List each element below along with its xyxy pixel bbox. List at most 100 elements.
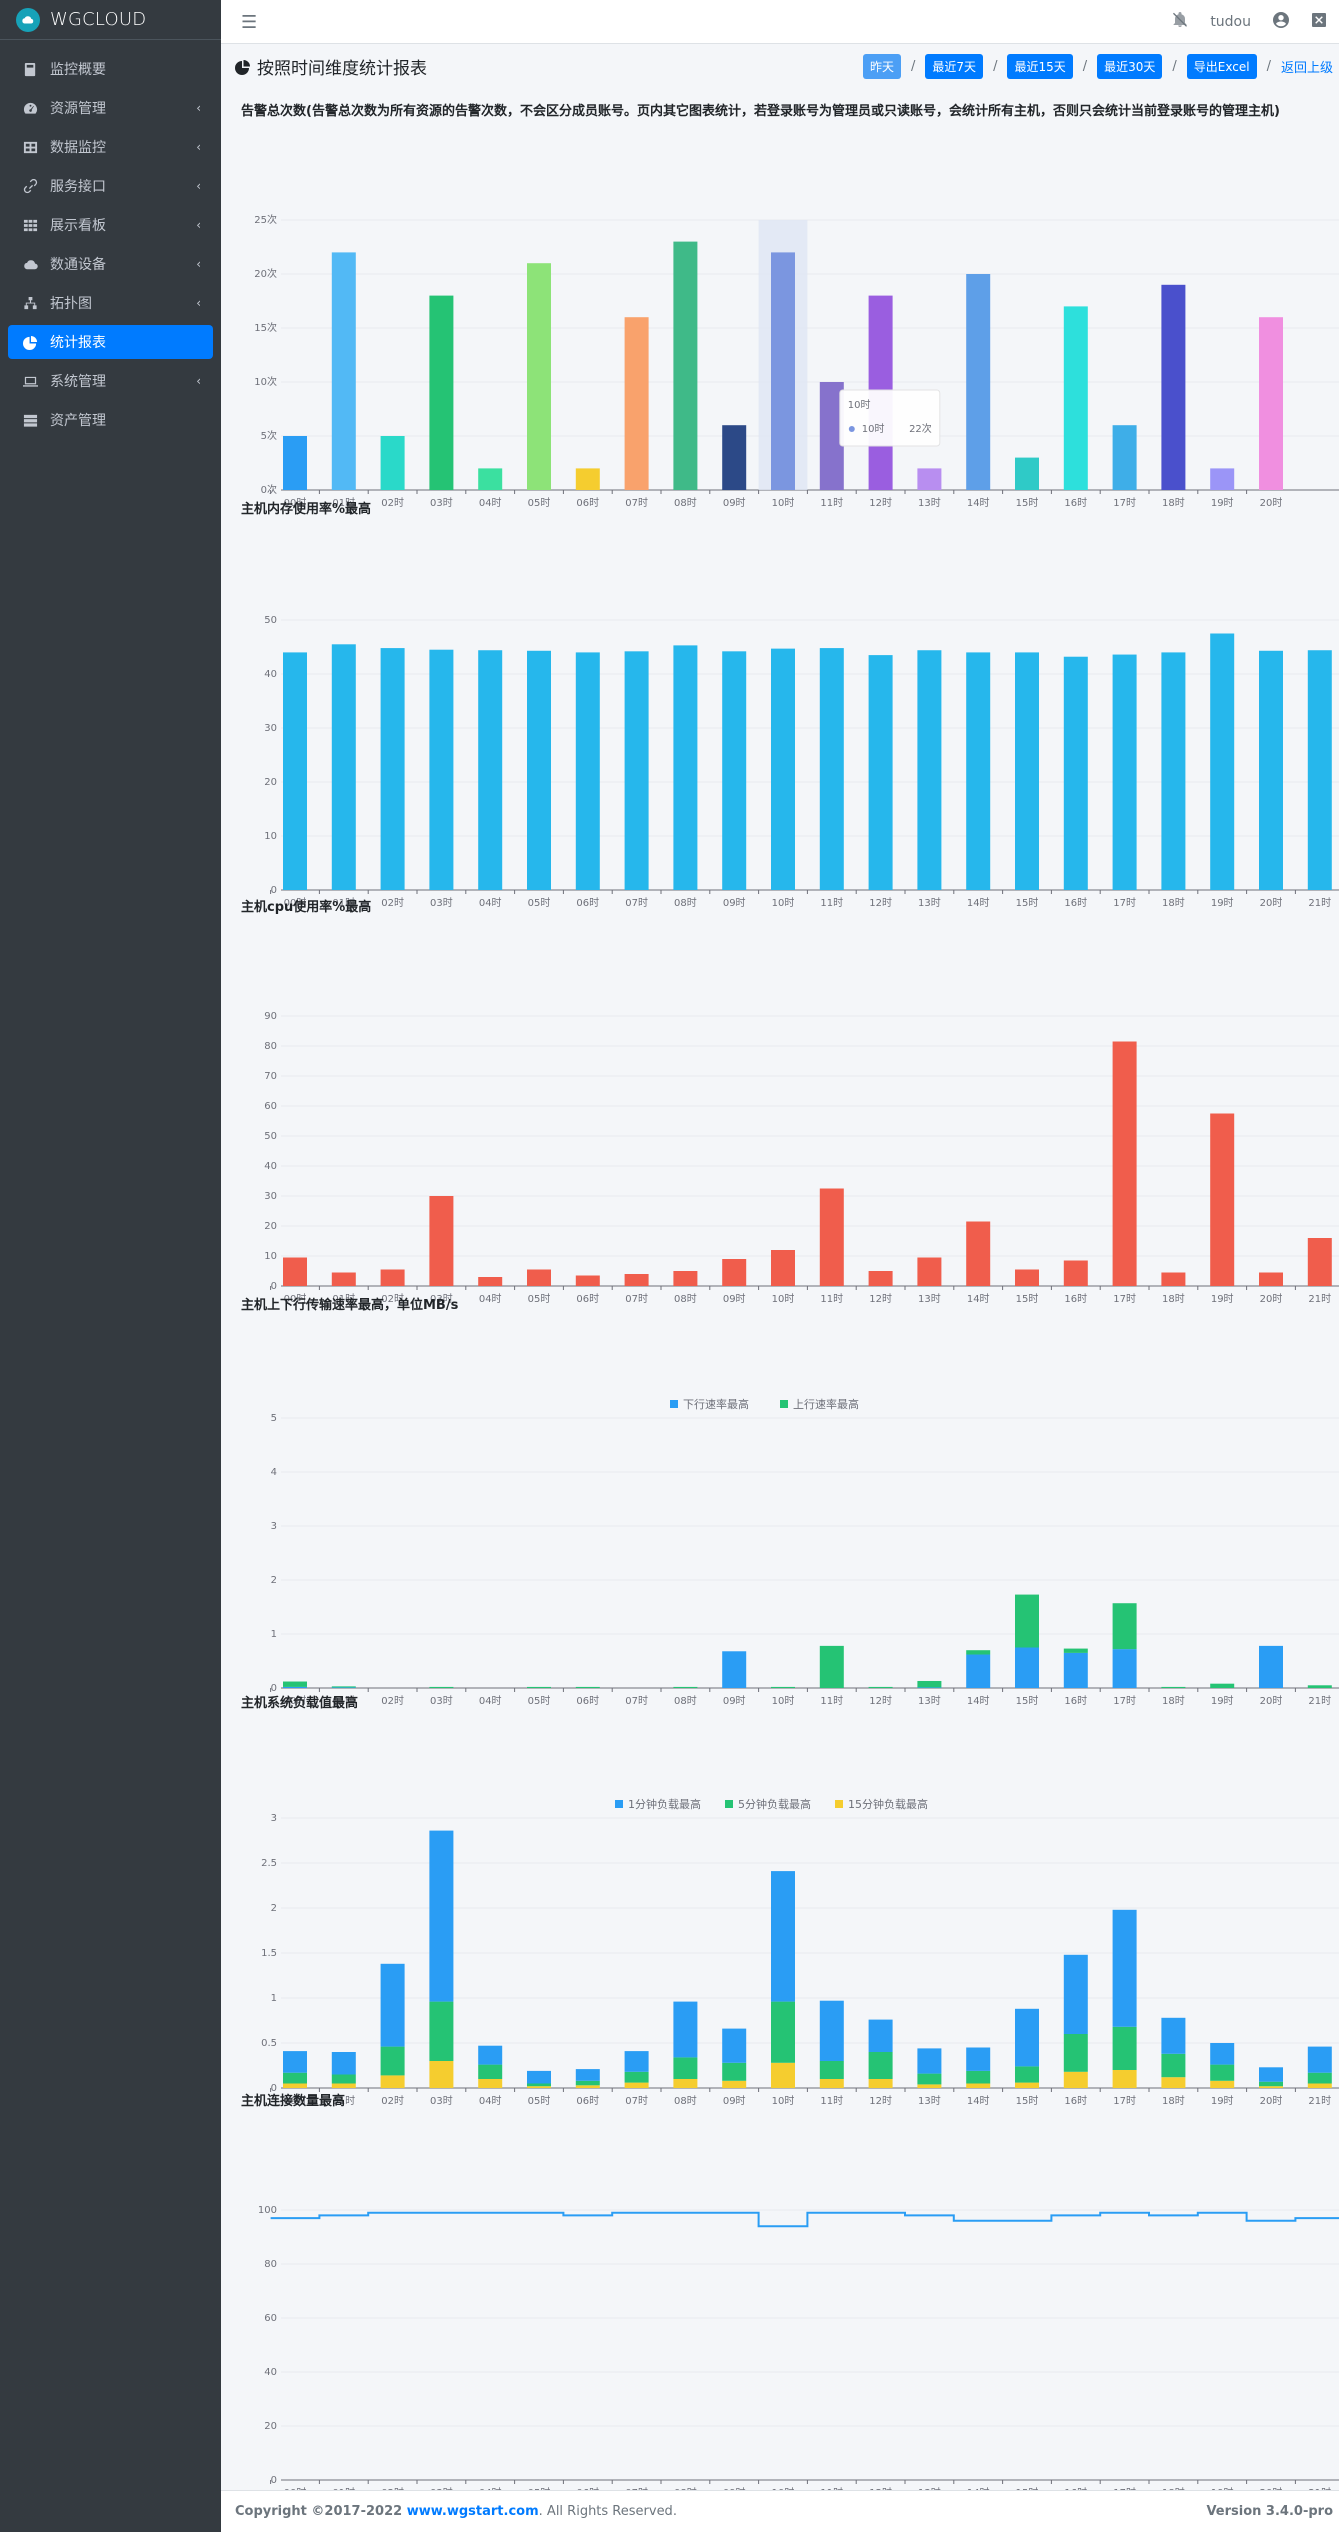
x-tick-label: 19时 [1211, 1293, 1234, 1305]
x-tick-label: 20时 [1260, 2095, 1283, 2107]
legend-swatch [780, 1400, 788, 1408]
sidebar-item-label: 服务接口 [50, 179, 106, 195]
y-tick-label: 50 [264, 615, 277, 626]
stacked-bar-segment [868, 2079, 893, 2088]
sidebar-item-label: 数通设备 [50, 257, 106, 273]
bar [673, 1271, 698, 1286]
x-tick-label: 19时 [1211, 1695, 1234, 1707]
y-tick-label: 40 [264, 669, 277, 680]
connections-chart: 02040608010000时01时02时03时04时05时06时07时08时0… [258, 2205, 1339, 2499]
x-tick-label: 16时 [1064, 897, 1087, 909]
y-tick-label: 4 [271, 1467, 277, 1478]
stacked-bar-segment [331, 1687, 356, 1688]
stacked-bar-segment [1063, 2034, 1088, 2072]
logout-icon[interactable] [1311, 12, 1327, 32]
bar [722, 1259, 747, 1286]
sidebar-item-service-api[interactable]: 服务接口 ‹ [8, 169, 213, 203]
x-tick-label: 21时 [1308, 1293, 1331, 1305]
x-tick-label: 21时 [1308, 1695, 1331, 1707]
y-tick-label: 20 [264, 1221, 277, 1232]
sidebar-item-overview[interactable]: 监控概要 [8, 52, 213, 86]
sidebar-item-assets[interactable]: 资产管理 [8, 403, 213, 437]
user-circle-icon[interactable] [1273, 12, 1289, 32]
stacked-bar-segment [283, 2083, 307, 2088]
sidebar-item-label: 资源管理 [50, 101, 106, 117]
site-link[interactable]: www.wgstart.com [406, 2504, 539, 2519]
bar [868, 1271, 893, 1286]
x-tick-label: 04时 [479, 897, 502, 909]
stacked-bar-segment [1063, 1954, 1088, 2034]
stacked-bar-segment [1161, 1686, 1186, 1688]
brand[interactable]: WGCLOUD [0, 0, 221, 40]
sidebar-item-topology[interactable]: 拓扑图 ‹ [8, 286, 213, 320]
pie-chart-icon [235, 59, 250, 75]
sidebar-item-data-monitor[interactable]: 数据监控 ‹ [8, 130, 213, 164]
last-15-days-button[interactable]: 最近15天 [1007, 54, 1073, 79]
cloud-icon [22, 256, 38, 272]
bar [966, 274, 991, 490]
x-tick-label: 17时 [1113, 2095, 1136, 2107]
x-tick-label: 21时 [1308, 2095, 1331, 2107]
menu-toggle-icon[interactable]: ☰ [241, 12, 258, 33]
y-tick-label: 0 [271, 2475, 277, 2486]
back-link[interactable]: 返回上级 [1280, 61, 1333, 76]
bar [966, 652, 991, 890]
stacked-bar-segment [917, 1687, 942, 1688]
x-tick-label: 20时 [1260, 1695, 1283, 1707]
yesterday-button[interactable]: 昨天 [863, 54, 902, 79]
bar [1063, 656, 1088, 890]
stacked-bar-segment [673, 2057, 698, 2079]
stacked-bar-segment [527, 2083, 551, 2087]
last-30-days-button[interactable]: 最近30天 [1097, 54, 1163, 79]
bar [283, 652, 307, 890]
export-excel-button[interactable]: 导出Excel [1186, 54, 1257, 79]
bar [624, 1274, 649, 1286]
x-tick-label: 06时 [576, 1695, 599, 1707]
last-7-days-button[interactable]: 最近7天 [925, 54, 984, 79]
x-tick-label: 08时 [674, 497, 697, 509]
x-tick-label: 15时 [1016, 497, 1039, 509]
y-tick-label: 50 [264, 1131, 277, 1142]
stacked-bar-segment [673, 2001, 698, 2058]
stacked-bar-segment [429, 2061, 454, 2088]
x-tick-label: 12时 [869, 1293, 892, 1305]
legend-label: 15分钟负载最高 [848, 1797, 928, 1811]
bar [527, 650, 551, 890]
x-tick-label: 08时 [674, 1293, 697, 1305]
username-label[interactable]: tudou [1210, 14, 1251, 30]
x-tick-label: 08时 [674, 1695, 697, 1707]
stacked-bar-segment [966, 2083, 991, 2088]
sidebar-item-label: 展示看板 [50, 218, 106, 234]
x-tick-label: 03时 [430, 2095, 453, 2107]
chevron-left-icon: ‹ [196, 179, 201, 193]
rights-text: . All Rights Reserved. [538, 2504, 677, 2519]
stacked-bar-segment [722, 2080, 747, 2088]
book-icon [22, 61, 38, 77]
x-tick-label: 00时 [284, 497, 307, 509]
sidebar-item-dashboard-board[interactable]: 展示看板 ‹ [8, 208, 213, 242]
stacked-bar-segment [429, 2001, 454, 2061]
link-icon [22, 178, 38, 194]
page-title: 按照时间维度统计报表 [257, 59, 427, 79]
notifications-muted-icon[interactable] [1172, 12, 1188, 32]
stacked-bar-segment [722, 1651, 747, 1688]
x-tick-label: 07时 [625, 2095, 648, 2107]
stacked-bar-segment [771, 2001, 795, 2063]
stacked-bar-segment [1161, 2017, 1186, 2054]
x-tick-label: 01时 [332, 2095, 355, 2107]
sidebar-item-network-devices[interactable]: 数通设备 ‹ [8, 247, 213, 281]
stacked-bar-segment [966, 1650, 991, 1655]
connections-chart-title: 主机连接数量最高 [241, 2094, 346, 2109]
x-tick-label: 12时 [869, 897, 892, 909]
sidebar-item-resources[interactable]: 资源管理 ‹ [8, 91, 213, 125]
stacked-bar-segment [1307, 2072, 1332, 2084]
sidebar-item-statistics-report[interactable]: 统计报表 [8, 325, 213, 359]
sidebar-item-system-admin[interactable]: 系统管理 ‹ [8, 364, 213, 398]
tooltip-label: 10时 [862, 423, 885, 435]
bar [380, 1269, 405, 1286]
bar [868, 655, 893, 890]
bar [283, 1257, 307, 1286]
y-tick-label: 5 [271, 1413, 277, 1424]
stacked-bar-segment [966, 2070, 991, 2084]
bar [771, 648, 795, 890]
